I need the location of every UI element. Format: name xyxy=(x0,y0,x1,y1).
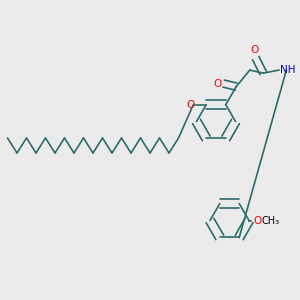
Text: O: O xyxy=(213,79,221,88)
Text: O: O xyxy=(250,45,258,55)
Text: O: O xyxy=(187,100,195,110)
Text: O: O xyxy=(253,215,261,226)
Text: CH₃: CH₃ xyxy=(261,215,279,226)
Text: NH: NH xyxy=(280,65,296,75)
